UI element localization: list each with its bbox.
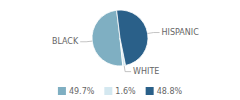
leader-line xyxy=(124,66,131,72)
pie-slice xyxy=(117,10,148,65)
legend-label: 48.8% xyxy=(157,87,183,96)
leader-line xyxy=(80,41,92,43)
annotations: BLACK WHITE HISPANIC xyxy=(52,28,199,76)
leader-line xyxy=(148,32,160,34)
chart: BLACK WHITE HISPANIC 49.7% 1.6% 48.8% xyxy=(0,0,240,100)
legend-label: 49.7% xyxy=(69,87,95,96)
slice-label: HISPANIC xyxy=(162,28,200,37)
slice-label: BLACK xyxy=(52,37,79,46)
legend-swatch xyxy=(58,87,66,95)
legend-swatch xyxy=(104,87,112,95)
legend-label: 1.6% xyxy=(115,87,136,96)
legend: 49.7% 1.6% 48.8% xyxy=(58,87,183,96)
pie xyxy=(92,10,148,66)
slice-label: WHITE xyxy=(133,67,159,76)
legend-swatch xyxy=(146,87,154,95)
